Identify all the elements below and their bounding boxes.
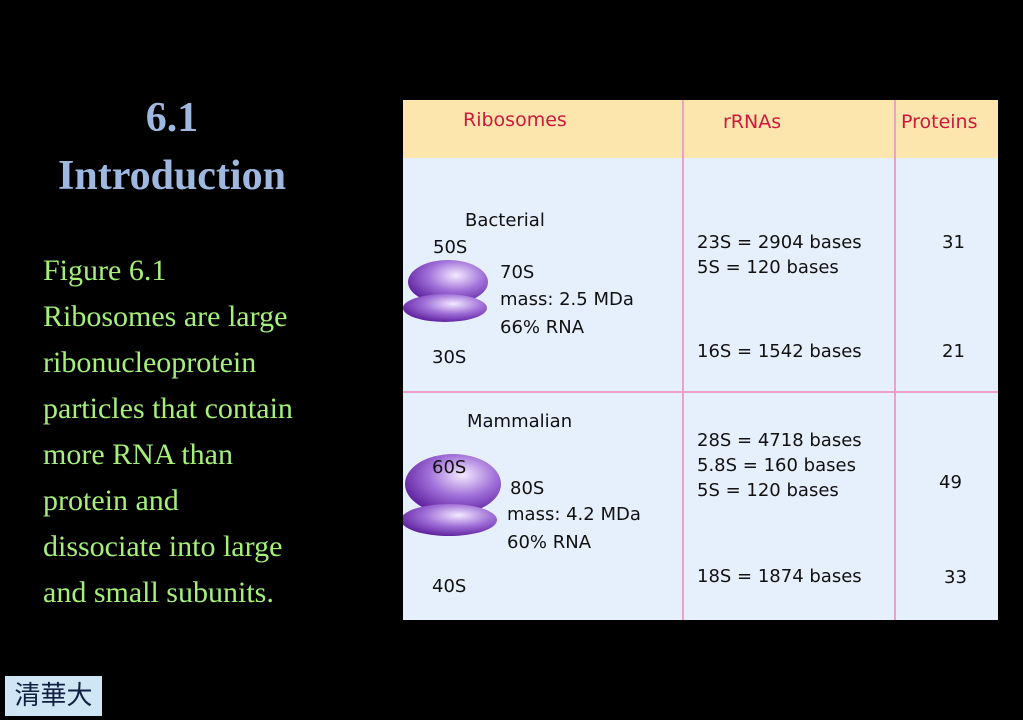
column-header: Ribosomes (463, 109, 567, 131)
column-header: Proteins (901, 111, 978, 133)
caption-line: more RNA than (43, 438, 233, 471)
ribosome-80s (403, 454, 501, 536)
small-subunit: 40S (432, 576, 467, 597)
mass: mass: 2.5 MDa (500, 289, 634, 310)
column-header: rRNAs (723, 111, 782, 133)
column-rule (894, 100, 896, 620)
whole-ribosome: 70S (500, 262, 535, 283)
protein-count: 21 (942, 341, 965, 362)
rrna: 5.8S = 160 bases (697, 455, 856, 476)
row-rule (403, 391, 998, 393)
rrna: 5S = 120 bases (697, 480, 839, 501)
ribosome-icons (403, 260, 501, 536)
whole-ribosome: 80S (510, 478, 545, 499)
protein-count: 33 (944, 567, 967, 588)
rrna: 16S = 1542 bases (697, 341, 862, 362)
caption-line: and small subunits. (43, 576, 274, 609)
column-rule (682, 100, 684, 620)
caption-line: particles that contain (43, 392, 293, 425)
rrna: 18S = 1874 bases (697, 566, 862, 587)
protein-count: 49 (939, 472, 962, 493)
mass: mass: 4.2 MDa (507, 504, 641, 525)
rna-fraction: 66% RNA (500, 317, 585, 338)
rrna: 23S = 2904 bases (697, 232, 862, 253)
protein-count: 31 (942, 232, 965, 253)
section-number: 6.1 (145, 95, 199, 141)
caption-line: protein and (43, 484, 179, 517)
large-subunit: 50S (433, 237, 468, 258)
small-subunit: 30S (432, 347, 467, 368)
section-title: Introduction (58, 153, 286, 199)
rrna: 28S = 4718 bases (697, 430, 862, 451)
ribosome-table: Ribosomes rRNAs Proteins Bacterial 50S 70S… (403, 100, 998, 620)
organism: Mammalian (467, 411, 573, 432)
rrna: 5S = 120 bases (697, 257, 839, 278)
organism: Bacterial (465, 210, 545, 231)
rna-fraction: 60% RNA (507, 532, 592, 553)
caption-line: Ribosomes are large (43, 300, 288, 333)
caption-line: Figure 6.1 (43, 254, 167, 287)
ribosome-70s (403, 260, 488, 322)
caption-line: dissociate into large (43, 530, 283, 563)
large-subunit: 60S (432, 457, 467, 478)
header-band (403, 100, 998, 158)
logo: 清華大學 (5, 676, 102, 716)
caption-line: ribonucleoprotein (43, 346, 257, 379)
